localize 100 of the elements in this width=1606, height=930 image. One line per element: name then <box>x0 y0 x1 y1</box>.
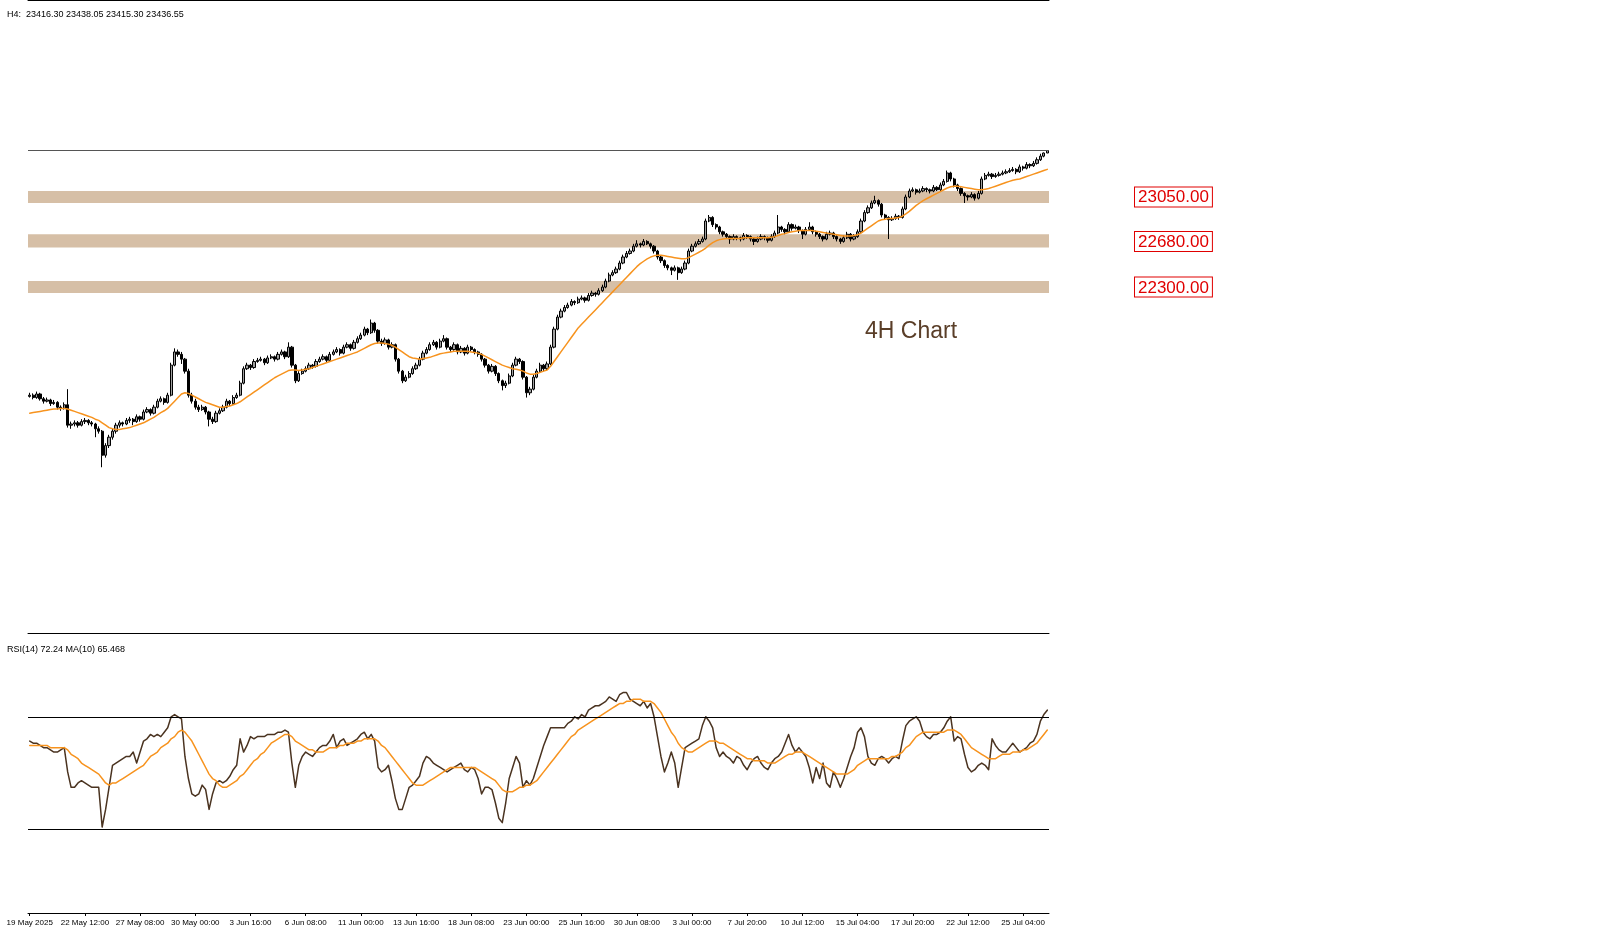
candlestick <box>135 413 138 424</box>
candlestick <box>335 346 338 354</box>
x-tick-label: 30 May 00:00 <box>171 917 221 927</box>
candlestick <box>632 243 635 253</box>
candlestick <box>49 398 52 407</box>
candlestick <box>642 238 645 247</box>
candlestick <box>132 417 135 426</box>
candlestick <box>1039 153 1042 162</box>
candlestick <box>408 370 411 379</box>
candlestick <box>142 409 145 421</box>
candlestick <box>932 184 935 193</box>
candlestick <box>794 224 797 230</box>
x-tick-label: 17 Jul 20:00 <box>890 917 936 927</box>
candlestick <box>777 214 780 235</box>
candlestick <box>249 363 252 371</box>
candlestick <box>428 341 431 352</box>
candlestick <box>649 242 652 250</box>
x-tick-label: 25 Jun 16:00 <box>558 917 606 927</box>
candlestick <box>939 182 942 192</box>
candlestick <box>1025 161 1028 170</box>
candlestick <box>663 258 666 269</box>
candlestick <box>349 343 352 352</box>
candlestick <box>263 357 266 366</box>
candlestick <box>918 188 921 194</box>
candlestick <box>321 353 325 361</box>
candlestick <box>925 186 928 193</box>
candlestick <box>718 225 721 235</box>
x-tick-label: 6 Jun 08:00 <box>284 917 328 927</box>
candlestick <box>342 344 345 355</box>
candlestick <box>1042 152 1045 158</box>
candlestick <box>1015 167 1018 175</box>
candlestick <box>821 234 825 242</box>
candlestick <box>573 299 576 306</box>
candlestick <box>577 296 580 305</box>
candlestick <box>721 230 725 238</box>
candlestick <box>566 302 569 310</box>
candlestick <box>1018 164 1021 174</box>
candlestick <box>1028 162 1032 169</box>
candlestick <box>928 188 932 194</box>
x-tick-label: 23 Jun 00:00 <box>503 917 551 927</box>
candlestick <box>790 222 794 232</box>
candlestick <box>835 234 838 242</box>
candlestick <box>121 421 124 427</box>
candlestick <box>42 396 45 405</box>
candlestick <box>970 191 973 199</box>
candlestick <box>915 188 918 196</box>
candlestick <box>1035 156 1039 166</box>
x-tick-label: 15 Jul 04:00 <box>835 917 880 927</box>
candlestick <box>445 337 449 351</box>
candlestick <box>66 388 69 429</box>
candlestick <box>966 194 970 202</box>
candlestick <box>635 239 638 248</box>
candlestick <box>787 221 790 234</box>
x-tick-label: 10 Jul 12:00 <box>780 917 825 927</box>
candlestick <box>587 292 590 302</box>
candlestick <box>873 195 876 205</box>
text: H4: 23416.30 23438.05 23415.30 23436.55 <box>7 8 184 19</box>
candlestick <box>280 349 283 357</box>
candlestick <box>583 296 587 304</box>
candlestick <box>94 422 97 438</box>
candlestick <box>997 171 1001 178</box>
x-tick-label: 22 May 12:00 <box>60 917 110 927</box>
x-tick-label: 18 Jun 08:00 <box>448 917 495 927</box>
y-tick-label: 22300.00 <box>1138 277 1209 297</box>
candlestick <box>38 392 42 402</box>
candlestick <box>746 233 749 240</box>
candlestick <box>594 291 597 298</box>
chart-title: RSI(14) 72.24 MA(10) 65.468 <box>7 643 126 654</box>
candlestick <box>808 221 811 232</box>
candlestick <box>752 237 756 246</box>
candlestick <box>839 237 842 245</box>
candlestick <box>825 231 828 241</box>
candlestick <box>83 417 87 425</box>
candlestick <box>994 172 997 179</box>
candlestick <box>666 263 669 271</box>
candlestick <box>852 233 856 241</box>
candlestick <box>149 407 152 417</box>
candlestick <box>259 356 262 363</box>
candlestick <box>45 397 49 403</box>
candlestick <box>963 191 966 204</box>
candlestick <box>1032 160 1035 168</box>
candlestick <box>76 420 80 429</box>
candlestick <box>432 339 435 347</box>
candlestick <box>411 365 414 376</box>
candlestick <box>456 343 459 355</box>
candlestick <box>670 266 673 276</box>
x-tick-label: 3 Jul 00:00 <box>672 917 713 927</box>
candlestick <box>880 202 883 218</box>
candlestick <box>273 355 276 363</box>
candlestick <box>987 171 990 178</box>
annotation: 4H Chart <box>865 316 958 343</box>
candlestick <box>921 185 925 193</box>
candlestick <box>435 340 438 351</box>
candlestick <box>735 234 738 241</box>
candlestick <box>80 418 83 427</box>
candlestick <box>125 417 128 426</box>
candlestick <box>973 192 976 202</box>
candlestick <box>35 391 38 400</box>
candlestick <box>818 232 821 240</box>
candlestick <box>697 238 701 246</box>
